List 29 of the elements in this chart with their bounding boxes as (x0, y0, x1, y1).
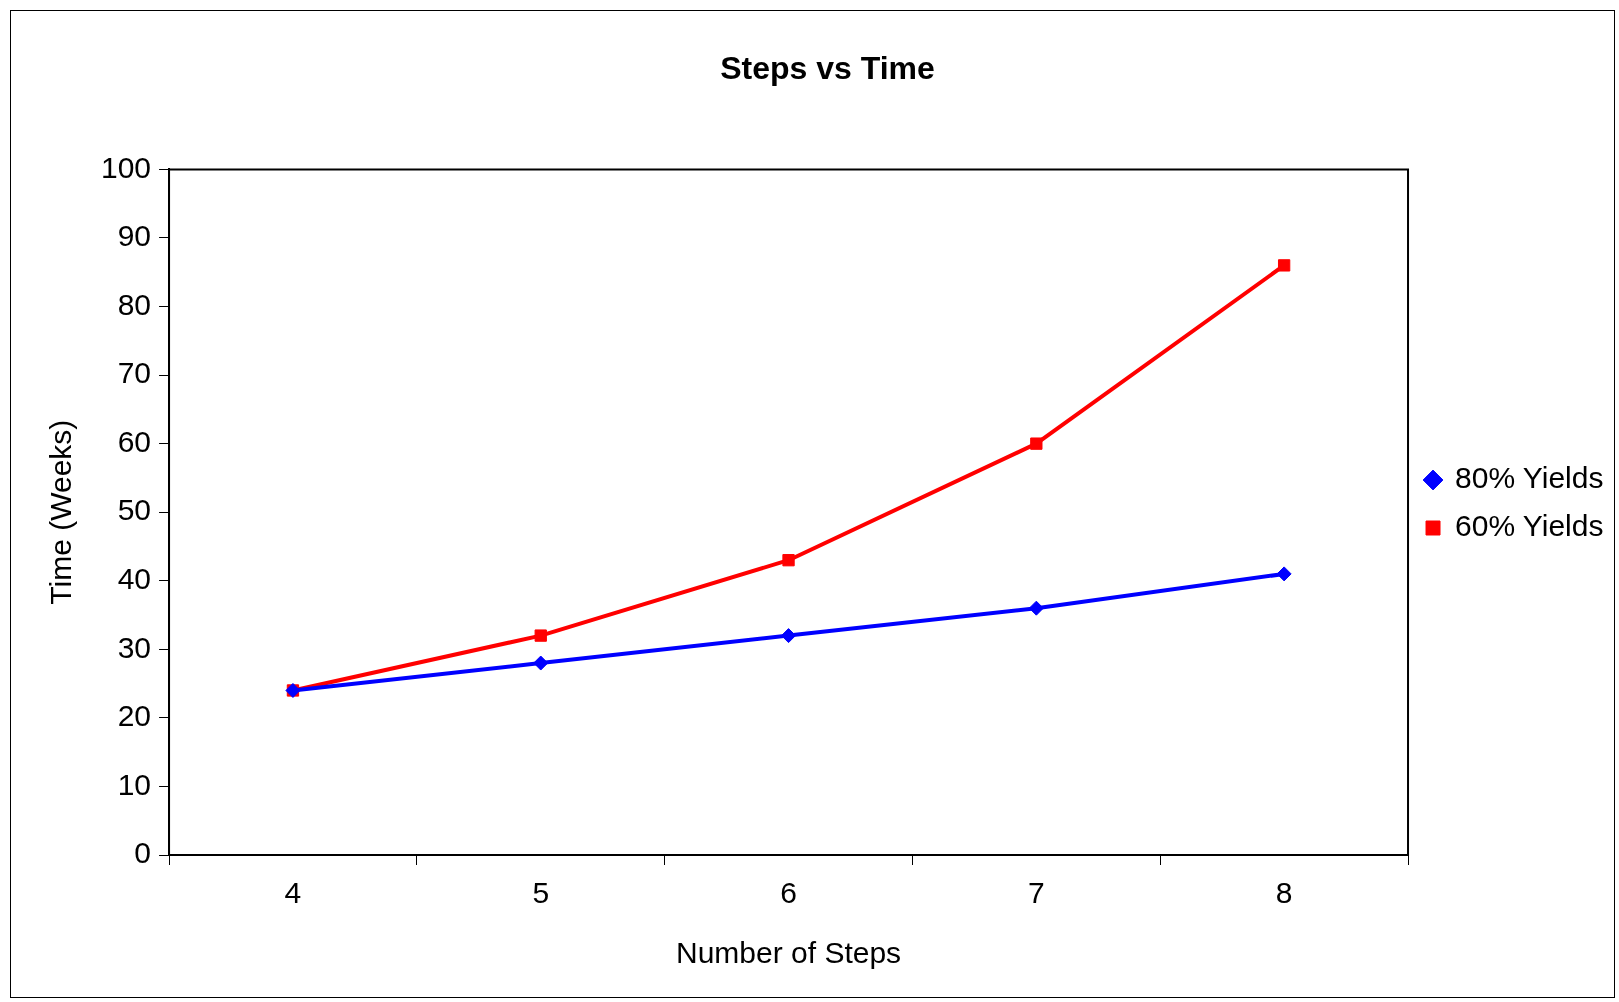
point (534, 629, 547, 642)
point (781, 628, 797, 644)
x-tick-label: 4 (284, 876, 302, 910)
x-tick-label: 8 (1275, 876, 1293, 910)
point (782, 554, 795, 567)
point (1277, 259, 1291, 272)
y-tick-label: 60 (117, 424, 152, 458)
y-tick-label: 70 (117, 356, 152, 390)
y-tick-label: 90 (117, 219, 152, 253)
y-tick-label: 10 (117, 767, 152, 801)
y-tick-label: 80 (117, 287, 152, 321)
y-axis-title: Time (Weeks) (44, 419, 78, 605)
point (533, 655, 549, 671)
chart-title: Steps vs Time (720, 50, 935, 87)
x-tick-label: 7 (1027, 876, 1045, 910)
x-tick-label: 6 (780, 876, 797, 910)
y-tick-label: 100 (100, 150, 152, 184)
x-tick-label: 5 (532, 876, 550, 910)
y-tick-label: 40 (117, 562, 152, 596)
legend-label: 60% Yields (1455, 509, 1604, 543)
y-tick-label: 30 (117, 630, 152, 664)
point (1276, 566, 1292, 582)
y-tick-label: 50 (117, 493, 152, 527)
x-axis-title: Number of Steps (675, 936, 902, 970)
point (1030, 437, 1043, 450)
y-tick-label: 0 (134, 836, 152, 870)
point (1028, 600, 1044, 616)
legend-label: 80% Yields (1455, 461, 1604, 495)
y-tick-label: 20 (117, 699, 152, 733)
